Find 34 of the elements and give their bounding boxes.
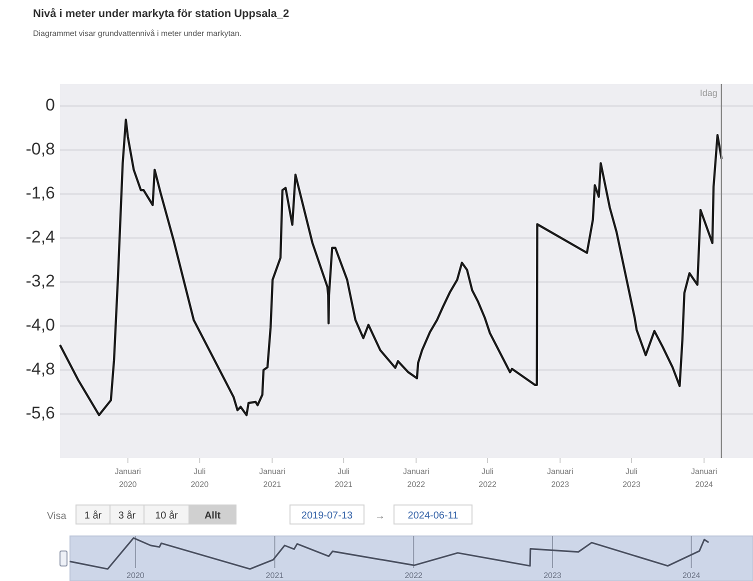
x-tick-label: Juli 2021 <box>334 467 354 489</box>
y-tick-label: -4,0 <box>26 315 55 334</box>
date-field: 2019-07-13 <box>290 504 364 524</box>
range-button: 3 år <box>110 504 144 524</box>
chart-title: Nivå i meter under markyta för station Uppsala_2 <box>33 7 290 20</box>
x-tick-label: 2023 <box>544 571 562 580</box>
y-tick-label: -0,8 <box>26 139 55 158</box>
range-button: Allt <box>188 504 236 524</box>
x-tick-label: 2021 <box>266 571 284 580</box>
x-tick-label: Juli 2023 <box>622 467 641 489</box>
line-series <box>59 118 723 416</box>
x-tick-label: Januari 2022 <box>403 467 430 489</box>
ref-line-label: Idag <box>700 88 718 98</box>
date-field: 2024-06-11 <box>394 504 472 524</box>
range-button: 10 år <box>144 504 190 524</box>
chart-subtitle: Diagrammet visar grundvattennivå i meter under markytan. <box>33 29 242 38</box>
x-tick-label: Januari 2024 <box>690 467 718 489</box>
x-tick-label: 2024 <box>682 571 701 580</box>
y-tick-label: -3,2 <box>26 271 55 290</box>
y-tick-label: -2,4 <box>26 227 55 246</box>
y-tick-label: -1,6 <box>26 183 55 202</box>
x-tick-label: Juli 2020 <box>190 467 210 489</box>
y-tick-label: -5,6 <box>26 403 55 422</box>
y-tick-label: -4,8 <box>26 359 55 378</box>
x-tick-label: Januari 2020 <box>114 467 142 489</box>
x-tick-label: Juli 2022 <box>478 467 498 489</box>
x-tick-label: Januari 2023 <box>547 467 574 489</box>
x-tick-label: 2022 <box>404 571 424 580</box>
text: Visa <box>47 511 67 522</box>
text: → <box>375 511 385 522</box>
y-tick-label: 0 <box>46 95 55 114</box>
x-tick-label: 2020 <box>126 571 145 580</box>
x-tick-label: Januari 2021 <box>259 467 286 489</box>
range-button: 1 år <box>76 504 110 524</box>
